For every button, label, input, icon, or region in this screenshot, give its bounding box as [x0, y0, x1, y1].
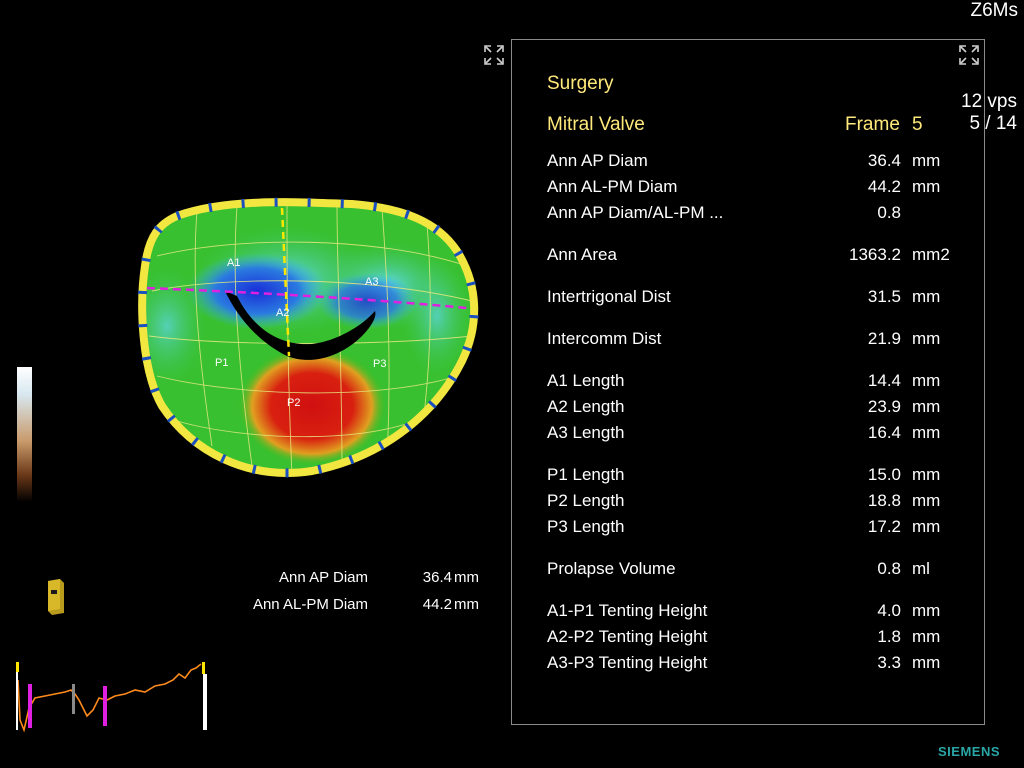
measurement-label: A3-P3 Tenting Height	[547, 653, 708, 672]
measurement-label: Intertrigonal Dist	[547, 287, 671, 306]
expand-icon[interactable]	[958, 44, 980, 66]
segment-label-p3: P3	[373, 358, 386, 370]
overlay-label: Ann AL-PM Diam	[252, 596, 368, 613]
overlay-label: Ann AP Diam	[279, 569, 368, 586]
measurement-unit: mm	[912, 653, 941, 672]
measurement-unit: mm	[912, 491, 941, 510]
measurement-unit: mm	[912, 329, 941, 348]
measurement-row: P2 Length 18.8 mm	[547, 491, 967, 513]
measurement-row: P3 Length 17.2 mm	[547, 517, 967, 539]
measurement-row: A1-P1 Tenting Height 4.0 mm	[547, 601, 967, 623]
brand-logo: SIEMENS	[938, 744, 1001, 759]
measurement-label: A3 Length	[547, 423, 625, 442]
volume-rate: 12 vps 5 / 14	[959, 91, 1017, 135]
segment-label-a2: A2	[276, 307, 289, 319]
ecg-trace	[16, 662, 207, 732]
measurement-value: 18.8	[867, 491, 901, 510]
measurement-unit: mm	[912, 627, 941, 646]
measurement-value: 1363.2	[849, 245, 901, 264]
measurement-label: Ann AP Diam	[547, 151, 648, 170]
measurement-value: 15.0	[867, 465, 901, 484]
measurement-row: A3-P3 Tenting Height 3.3 mm	[547, 653, 967, 675]
measurement-row: A1 Length 14.4 mm	[547, 371, 967, 393]
measurement-label: A1-P1 Tenting Height	[547, 601, 708, 620]
expand-icon[interactable]	[483, 44, 505, 66]
measurement-unit: mm	[912, 517, 941, 536]
measurement-unit: ml	[912, 559, 930, 578]
segment-label-p1: P1	[215, 357, 228, 369]
measurement-value: 4.0	[877, 601, 901, 620]
measurement-value: 1.8	[877, 627, 901, 646]
mitral-valve-model: A1 A2 A3 P1 P2 P3	[137, 197, 479, 478]
measurement-value: 36.4	[867, 151, 901, 170]
measurement-value: 14.4	[867, 371, 901, 390]
segment-label-p2: P2	[287, 397, 300, 409]
measurement-value: 21.9	[867, 329, 901, 348]
measurement-unit: mm	[912, 177, 941, 196]
measurement-value: 17.2	[867, 517, 901, 536]
measurement-unit: mm	[912, 151, 941, 170]
overlay-value: 36.4	[422, 569, 452, 586]
probe-name: Z6Ms	[970, 0, 1019, 21]
frame-value: 5	[912, 114, 923, 135]
measurement-label: A2-P2 Tenting Height	[547, 627, 708, 646]
frame-label: Frame	[845, 114, 900, 135]
measurement-label: Ann Area	[547, 245, 617, 264]
measurement-value: 0.8	[877, 559, 901, 578]
measurement-unit: mm	[912, 601, 941, 620]
measurement-row: P1 Length 15.0 mm	[547, 465, 967, 487]
valve-name: Mitral Valve	[547, 114, 645, 135]
measurement-value: 31.5	[867, 287, 901, 306]
overlay-value: 44.2	[422, 596, 452, 613]
measurement-value: 3.3	[877, 653, 901, 672]
measurement-row: Prolapse Volume 0.8 ml	[547, 559, 967, 581]
measurement-unit: mm	[912, 371, 941, 390]
measurement-unit: mm	[912, 287, 941, 306]
measurement-value: 23.9	[867, 397, 901, 416]
measurement-row: Intercomm Dist 21.9 mm	[547, 329, 967, 351]
measurement-value: 44.2	[867, 177, 901, 196]
measurement-row: Ann Area 1363.2 mm2	[547, 245, 967, 267]
segment-label-a3: A3	[365, 276, 378, 288]
measurement-row: Ann AL-PM Diam 44.2 mm	[547, 177, 967, 199]
overlay-unit: mm	[454, 596, 479, 613]
measurement-unit: mm	[912, 397, 941, 416]
measurement-label: Ann AP Diam/AL-PM ...	[547, 203, 724, 222]
segment-label-a1: A1	[227, 257, 240, 269]
measurement-label: P1 Length	[547, 465, 625, 484]
panel-title: Surgery	[547, 73, 614, 94]
overlay-unit: mm	[454, 569, 479, 586]
overlay-measurement-row: Ann AL-PM Diam 44.2 mm	[230, 596, 490, 616]
measurement-value: 16.4	[867, 423, 901, 442]
measurement-unit: mm	[912, 465, 941, 484]
measurement-label: A2 Length	[547, 397, 625, 416]
orientation-cube-icon[interactable]	[44, 577, 66, 617]
measurement-panel	[511, 39, 985, 725]
measurement-label: P2 Length	[547, 491, 625, 510]
measurement-row: A2-P2 Tenting Height 1.8 mm	[547, 627, 967, 649]
measurement-row: Intertrigonal Dist 31.5 mm	[547, 287, 967, 309]
measurement-unit: mm2	[912, 245, 950, 264]
measurement-row: Ann AP Diam 36.4 mm	[547, 151, 967, 173]
measurement-label: Intercomm Dist	[547, 329, 662, 348]
measurement-label: A1 Length	[547, 371, 625, 390]
measurement-label: P3 Length	[547, 517, 625, 536]
measurement-row: A2 Length 23.9 mm	[547, 397, 967, 419]
frame-counter: 5 / 14	[969, 113, 1017, 134]
measurement-label: Ann AL-PM Diam	[547, 177, 678, 196]
color-scale-bar	[17, 367, 32, 502]
volume-rate-text: 12 vps	[961, 91, 1017, 112]
overlay-measurement-row: Ann AP Diam 36.4 mm	[230, 569, 490, 589]
measurement-row: Ann AP Diam/AL-PM ... 0.8	[547, 203, 967, 225]
measurement-label: Prolapse Volume	[547, 559, 676, 578]
measurement-unit: mm	[912, 423, 941, 442]
measurement-value: 0.8	[877, 203, 901, 222]
measurement-row: A3 Length 16.4 mm	[547, 423, 967, 445]
